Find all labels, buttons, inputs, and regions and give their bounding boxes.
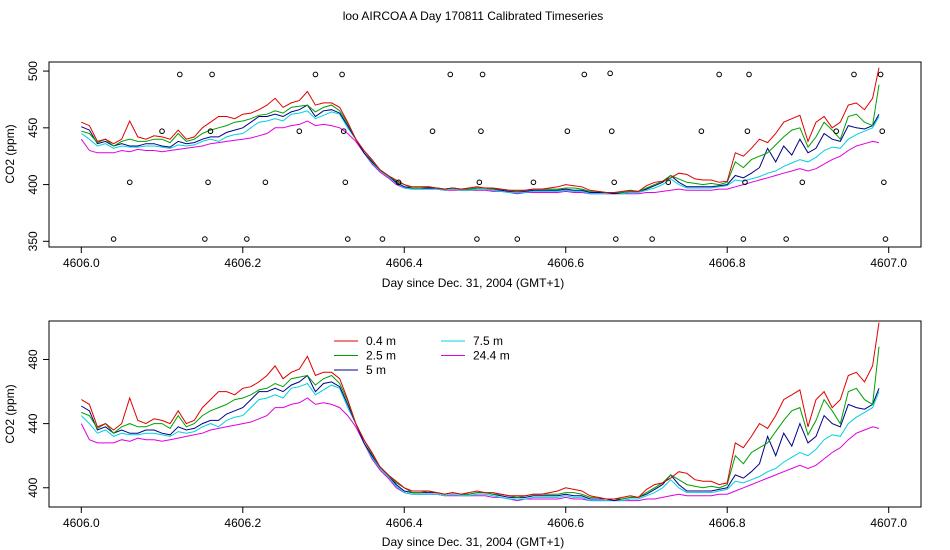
calibration-point	[611, 179, 617, 186]
calibration-point	[665, 179, 672, 186]
legend-label: 0.4 m	[366, 334, 396, 348]
calibration-point	[342, 179, 349, 186]
panel-bottom-timeseries: 4606.0 4606.2 4606.4 4606.6 4606.8 4607.0 400 4…	[3, 320, 922, 549]
calibration-point	[339, 71, 345, 78]
calibration-point	[851, 71, 857, 78]
series-line-2-5-m	[81, 346, 880, 500]
calibration-point	[209, 71, 215, 78]
x-tick-label: 4606.4	[386, 256, 423, 270]
calibration-point	[882, 236, 889, 242]
calibration-point	[698, 128, 705, 135]
x-tick-label: 4606.2	[224, 516, 261, 530]
x-axis-label-bottom: Day since Dec. 31, 2004 (GMT+1)	[382, 535, 564, 549]
x-tick-label: 4607.0	[870, 516, 907, 530]
calibration-point	[344, 236, 351, 242]
calibration-point	[476, 179, 483, 186]
legend: 0.4 m 7.5 m 2.5 m 24.4 m 5 m	[334, 334, 510, 377]
calibration-point	[244, 236, 250, 242]
legend-label: 24.4 m	[473, 349, 510, 363]
legend-label: 5 m	[366, 363, 386, 377]
calibration-point	[649, 236, 655, 242]
x-tick-label: 4606.0	[63, 516, 100, 530]
calibration-point	[783, 236, 789, 242]
calibration-point	[202, 236, 208, 242]
calibration-point	[447, 71, 454, 78]
calibration-point	[744, 128, 751, 135]
calibration-point	[177, 71, 183, 78]
calibration-point	[607, 70, 613, 77]
legend-label: 7.5 m	[473, 334, 503, 348]
calibration-point	[478, 128, 484, 135]
x-tick-label: 4606.2	[224, 256, 261, 270]
calibration-point	[159, 128, 165, 135]
calibration-point	[110, 236, 117, 242]
x-tick-label: 4606.0	[63, 256, 100, 270]
y-tick-label: 450	[26, 117, 40, 137]
calibration-point	[340, 128, 347, 135]
calibration-point	[530, 179, 537, 186]
calibration-point	[833, 128, 840, 135]
y-tick-label: 350	[26, 231, 40, 251]
calibration-point	[262, 179, 269, 186]
calibration-point	[296, 128, 303, 135]
calibration-point	[746, 71, 752, 78]
x-axis-label-top: Day since Dec. 31, 2004 (GMT+1)	[382, 276, 564, 290]
calibration-point	[613, 236, 619, 242]
legend-label: 2.5 m	[366, 349, 396, 363]
panel-top-calibration: 4606.0 4606.2 4606.4 4606.6 4606.8 4607.0 350 4…	[3, 61, 922, 290]
series-line-7-5-m	[81, 110, 880, 195]
calibration-point	[395, 179, 402, 186]
series-line-0-4-m	[81, 322, 880, 500]
plot-frame-bottom	[48, 320, 922, 508]
y-tick-label: 400	[26, 174, 40, 194]
x-tick-label: 4606.8	[709, 256, 746, 270]
y-axis-label-bottom: CO2 (ppm)	[3, 384, 17, 443]
series-line-2-5-m	[81, 84, 880, 193]
calibration-point	[877, 71, 884, 78]
x-tick-label: 4607.0	[870, 256, 907, 270]
x-tick-label: 4606.6	[547, 516, 584, 530]
calibration-point	[716, 71, 722, 78]
calibration-point	[207, 128, 214, 135]
y-tick-label: 400	[26, 477, 40, 497]
calibration-point	[564, 128, 571, 135]
series-line-24-4-m	[80, 120, 880, 195]
x-tick-label: 4606.4	[386, 516, 423, 530]
y-tick-label: 440	[26, 413, 40, 433]
chart-title: loo AIRCOA A Day 170811 Calibrated Times…	[343, 9, 604, 23]
calibration-point	[881, 179, 887, 186]
series-line-7-5-m	[80, 382, 880, 502]
calibration-point	[474, 236, 480, 242]
calibration-point	[379, 236, 386, 242]
calibration-point	[429, 128, 436, 135]
x-tick-label: 4606.6	[547, 256, 584, 270]
y-tick-label: 480	[26, 349, 40, 369]
series-line-24-4-m	[80, 397, 880, 502]
calibration-point	[879, 128, 886, 135]
calibration-point	[205, 179, 211, 186]
calibration-point	[479, 71, 486, 78]
calibration-point	[608, 128, 615, 135]
y-axis-label-top: CO2 (ppm)	[3, 124, 17, 183]
calibration-point	[581, 71, 588, 78]
calibration-point	[312, 71, 319, 78]
calibration-point	[126, 179, 133, 186]
x-tick-label: 4606.8	[709, 516, 746, 530]
calibration-point	[799, 179, 806, 186]
calibration-point	[514, 236, 521, 242]
calibration-point	[740, 236, 747, 242]
calibration-point	[742, 179, 748, 186]
series-line-0-4-m	[81, 67, 880, 193]
plot-frame-top	[48, 61, 922, 248]
y-tick-label: 500	[26, 61, 40, 81]
